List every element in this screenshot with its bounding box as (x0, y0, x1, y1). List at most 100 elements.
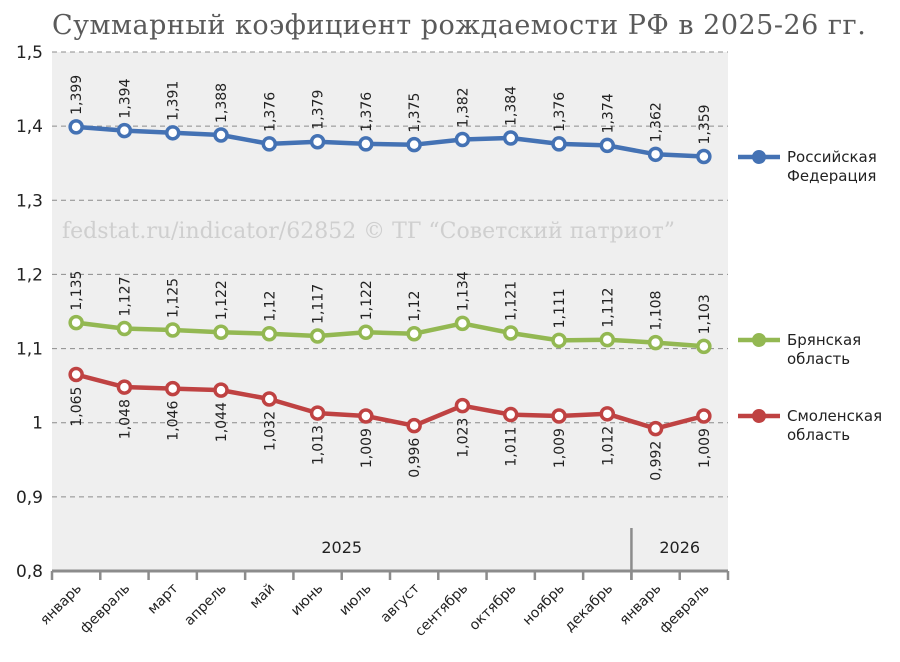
data-point (261, 136, 278, 152)
data-label: 1,011 (504, 427, 520, 467)
x-tick-label: июль (336, 581, 374, 619)
data-label: 1,121 (504, 281, 520, 321)
data-point (406, 136, 422, 153)
legend-label: область (787, 426, 850, 444)
data-point (68, 119, 84, 135)
data-point (696, 148, 712, 165)
y-tick-label: 1 (32, 414, 43, 434)
y-tick-label: 0,8 (16, 562, 43, 582)
data-point (647, 146, 664, 163)
data-label: 0,996 (407, 438, 423, 478)
data-point (502, 130, 519, 146)
data-point (647, 420, 664, 437)
data-point (164, 125, 181, 141)
data-point (647, 334, 664, 351)
data-point (454, 397, 471, 414)
x-tick-label: ноябрь (520, 581, 568, 629)
series-line (75, 372, 705, 431)
data-point (696, 338, 712, 355)
y-tick-label: 1,2 (16, 265, 43, 285)
series-line (75, 320, 705, 349)
series-3: 1,065 1,048 1,046 1,044 1,032 1,013 1,009 0,996… (68, 366, 713, 481)
data-point (599, 137, 616, 154)
data-point (309, 405, 326, 421)
x-tick-label: октябрь (466, 581, 519, 634)
data-label: 1,391 (166, 81, 182, 121)
legend-swatch-marker (752, 409, 766, 423)
watermark-text: fedstat.ru/indicator/62852 © ТГ “Советск… (62, 219, 675, 244)
data-label: 1,376 (262, 92, 278, 132)
data-point (213, 127, 229, 143)
data-point (116, 122, 133, 139)
data-point (68, 366, 84, 383)
x-tick-label: январь (617, 581, 665, 629)
data-label: 1,379 (311, 90, 327, 130)
data-point (309, 133, 326, 150)
y-tick-label: 1,1 (16, 340, 43, 360)
legend-label: Российская (787, 148, 877, 166)
legend-label: Федерация (787, 167, 876, 185)
y-axis: 0,8 0,9 1 1,1 1,2 1,3 1,4 1,5 (16, 43, 43, 582)
data-label: 1,065 (69, 387, 85, 427)
data-label: 0,992 (649, 441, 665, 481)
x-tick-label: апрель (181, 581, 229, 629)
data-point (261, 325, 278, 342)
y-tick-label: 0,9 (16, 488, 43, 508)
x-tick-label: январь (37, 581, 85, 629)
data-point (551, 408, 567, 424)
data-label: 1,032 (262, 411, 278, 451)
data-label: 1,009 (552, 428, 568, 468)
x-tick-label: сентябрь (412, 581, 471, 640)
data-label: 1,388 (214, 83, 230, 123)
series-line (75, 124, 705, 159)
series-1: 1,399 1,394 1,391 1,388 1,376 1,379 1,376 1,375… (68, 75, 713, 165)
data-label: 1,103 (697, 294, 713, 334)
data-label: 1,125 (166, 278, 182, 318)
data-label: 1,013 (311, 425, 327, 465)
data-label: 1,375 (407, 93, 423, 133)
data-label: 1,359 (697, 104, 713, 144)
data-label: 1,134 (455, 271, 471, 311)
data-point (358, 408, 374, 424)
y-tick-label: 1,5 (16, 43, 43, 63)
x-tick-label: август (377, 581, 422, 626)
data-point (261, 391, 278, 407)
data-label: 1,382 (455, 87, 471, 127)
data-label: 1,376 (359, 92, 375, 132)
data-point (599, 331, 616, 348)
data-label: 1,044 (214, 402, 230, 442)
x-tick-label: май (247, 581, 278, 612)
data-label: 1,127 (117, 276, 133, 316)
data-label: 1,122 (359, 280, 375, 320)
data-label: 1,376 (552, 92, 568, 132)
data-point (551, 136, 567, 152)
data-point (502, 406, 519, 423)
data-label: 1,108 (649, 291, 665, 331)
data-point (116, 320, 133, 337)
data-point (309, 328, 326, 344)
legend-swatch-marker (752, 150, 766, 164)
data-point (406, 325, 422, 342)
data-label: 1,394 (117, 78, 133, 118)
data-label: 1,012 (600, 426, 616, 466)
data-point (406, 417, 422, 434)
data-point (454, 315, 471, 332)
data-point (213, 324, 229, 341)
data-label: 1,048 (117, 399, 133, 439)
data-point (164, 380, 181, 397)
legend: РоссийскаяФедерацияБрянскаяобластьСмолен… (738, 148, 882, 444)
series-group: 1,399 1,394 1,391 1,388 1,376 1,379 1,376 1,375… (68, 75, 713, 481)
data-label: 1,122 (214, 280, 230, 320)
data-label: 1,12 (262, 291, 278, 322)
legend-label: Смоленская (787, 407, 882, 425)
legend-swatch-marker (752, 333, 766, 347)
data-label: 1,009 (697, 428, 713, 468)
data-label: 1,112 (600, 288, 616, 328)
data-point (164, 322, 181, 338)
data-label: 1,384 (504, 86, 520, 126)
x-tick-label: февраль (77, 581, 133, 637)
data-label: 1,362 (649, 102, 665, 142)
